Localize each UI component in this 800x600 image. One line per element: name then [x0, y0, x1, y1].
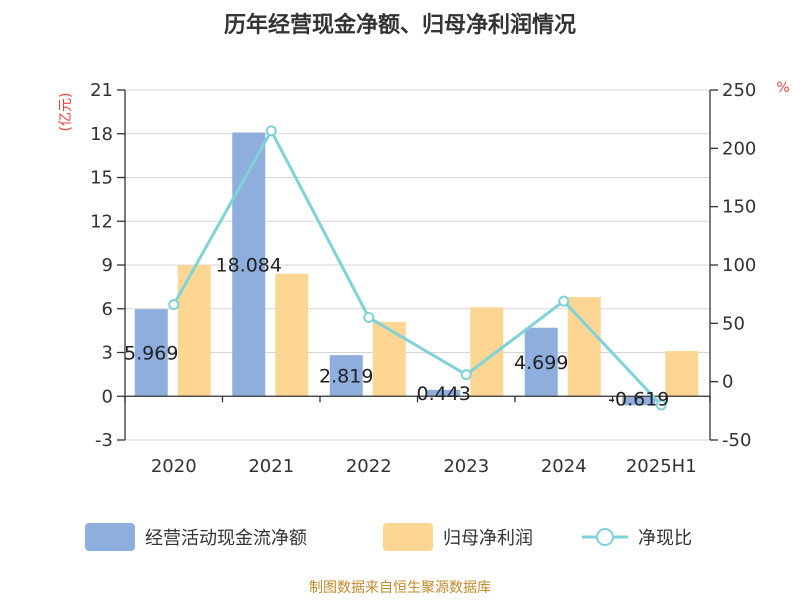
bar-netprofit-2024: [567, 297, 601, 397]
right-tick-label: 250: [722, 80, 756, 101]
bars: [134, 132, 699, 406]
left-tick-label: 21: [90, 80, 113, 101]
right-tick-label: 0: [722, 372, 733, 393]
ratio-point-2022: [363, 312, 375, 323]
bar-netprofit-2022: [372, 321, 406, 397]
ratio-point-2023: [460, 369, 472, 381]
data-label-2024: 4.699: [514, 352, 568, 374]
data-labels: 5.969 18.084 2.819 0.443 4.699 -0.619: [124, 254, 669, 410]
ratio-point-2025H1: [655, 399, 667, 411]
bar-cashflow-2021: [232, 132, 266, 397]
ratio-point-2020: [168, 299, 180, 311]
data-label-2020: 5.969: [124, 343, 178, 365]
left-tick-label: -3: [95, 430, 113, 451]
x-tick-label: 2022: [346, 456, 392, 477]
left-tick-label: 3: [102, 343, 113, 364]
legend-marker-ratio: [596, 528, 614, 546]
chart-title: 历年经营现金净额、归母净利润情况: [224, 12, 576, 38]
ratio-line: [168, 125, 667, 411]
right-tick-label: 100: [722, 255, 756, 276]
legend: 经营活动现金流净额 归母净利润 净现比: [85, 523, 692, 551]
bar-cashflow-2025H1: [622, 396, 656, 406]
right-tick-label: 150: [722, 197, 756, 218]
left-tick-label: 12: [90, 211, 113, 232]
right-tick-label: 200: [722, 138, 756, 159]
bar-cashflow-2023: [427, 389, 461, 397]
ratio-point-2021: [265, 125, 277, 137]
left-tick-label: 18: [90, 124, 113, 145]
x-tick-label: 2020: [151, 456, 197, 477]
left-tick-label: 9: [102, 255, 113, 276]
bar-netprofit-2020: [177, 265, 211, 397]
legend-swatch-netprofit: [383, 523, 433, 551]
data-label-2022: 2.819: [319, 366, 373, 388]
bar-cashflow-2024: [524, 327, 558, 397]
left-tick-label: 0: [102, 386, 113, 407]
x-tick-label: 2021: [248, 456, 294, 477]
legend-label-ratio: 净现比: [638, 528, 692, 549]
bar-netprofit-2025H1: [665, 351, 699, 397]
data-label-2025H1: -0.619: [608, 388, 669, 410]
ratio-line-path: [172, 127, 663, 407]
legend-swatch-cashflow: [85, 523, 135, 551]
left-tick-label: 6: [102, 299, 113, 320]
data-label-2021: 18.084: [216, 254, 282, 276]
ratio-point-2024: [558, 295, 570, 307]
left-tick-label: 15: [90, 168, 113, 189]
x-tick-label: 2023: [443, 456, 489, 477]
legend-label-cashflow: 经营活动现金流净额: [145, 528, 307, 549]
bar-cashflow-2022: [329, 355, 363, 397]
legend-label-netprofit: 归母净利润: [443, 528, 533, 549]
left-axis-unit: (亿元): [58, 93, 74, 132]
x-tick-label: 2025H1: [626, 456, 697, 477]
bar-cashflow-2020: [134, 309, 168, 397]
x-tick-label: 2024: [541, 456, 587, 477]
source-note: 制图数据来自恒生聚源数据库: [309, 580, 491, 596]
right-tick-label: -50: [722, 430, 751, 451]
data-label-2023: 0.443: [417, 383, 471, 405]
axes: -3 0 3 6 9 12 15 18 21 -50 0 50 100 150 200 250 2020 2021…: [90, 80, 756, 477]
right-axis-unit: %: [776, 80, 789, 96]
right-tick-label: 50: [722, 313, 745, 334]
bar-netprofit-2021: [275, 273, 309, 397]
